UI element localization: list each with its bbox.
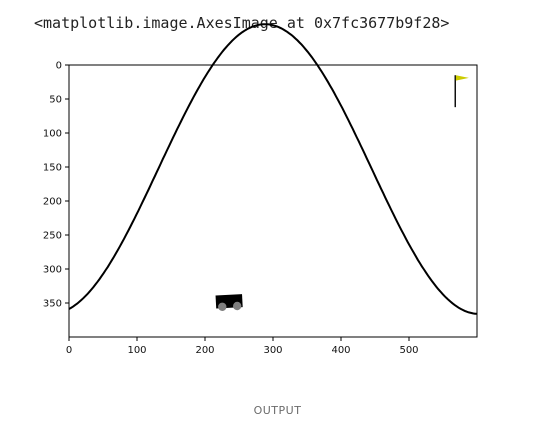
car	[215, 294, 243, 311]
x-tick-label: 200	[195, 345, 214, 356]
y-tick-label: 300	[43, 265, 62, 276]
cell-output-repr: <matplotlib.image.AxesImage at 0x7fc3677…	[34, 14, 450, 32]
axis-ticks: 0 100 200 300 400 500 0 50 100 150 200 250 300 350	[43, 61, 419, 357]
x-tick-label: 500	[399, 345, 418, 356]
car-wheel-front	[232, 301, 242, 311]
y-tick-label: 50	[49, 95, 62, 106]
car-wheel-rear	[218, 302, 227, 311]
output-section-label: OUTPUT	[253, 404, 302, 417]
y-tick-label: 250	[43, 231, 62, 242]
mountain-track	[68, 23, 478, 315]
y-tick-label: 200	[43, 197, 62, 208]
image-content	[68, 23, 478, 315]
x-tick-label: 100	[127, 345, 146, 356]
x-tick-label: 0	[66, 345, 72, 356]
y-tick-label: 150	[43, 163, 62, 174]
axes-frame	[68, 64, 478, 338]
x-tick-label: 400	[331, 345, 350, 356]
x-tick-label: 300	[263, 345, 282, 356]
y-tick-label: 0	[56, 61, 62, 72]
y-tick-label: 100	[43, 129, 62, 140]
flag	[455, 75, 469, 81]
y-tick-label: 350	[43, 299, 62, 310]
